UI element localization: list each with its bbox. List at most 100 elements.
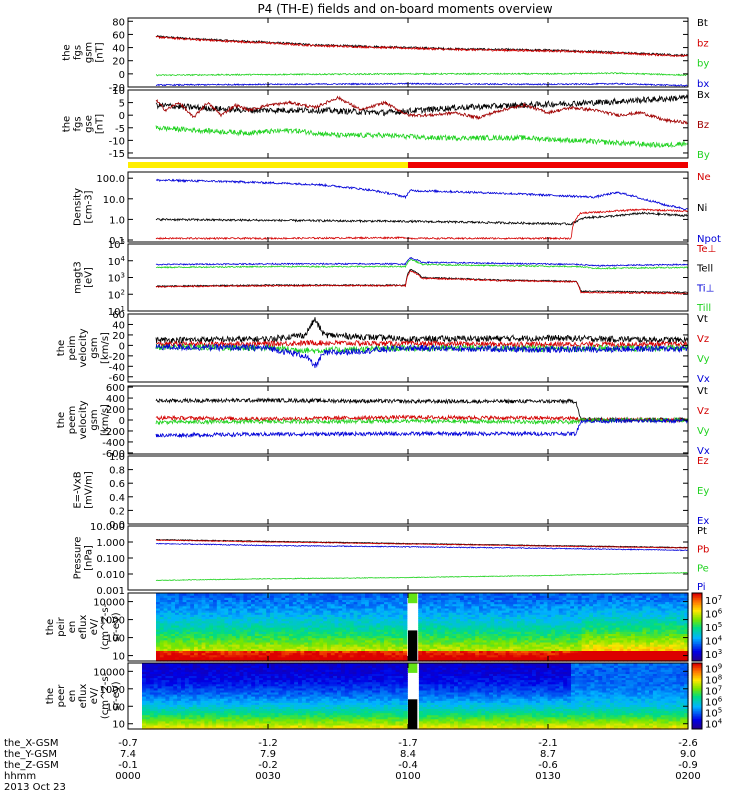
spectrogram-cell (365, 641, 370, 645)
spectrogram-cell (490, 607, 495, 611)
spectrogram-cell (433, 633, 438, 637)
y-tick-label: 102 (108, 288, 125, 301)
spectrogram-cell (391, 644, 396, 647)
spectrogram-cell (395, 650, 400, 654)
spectrogram-cell (360, 724, 365, 728)
spectrogram-cell (619, 620, 624, 624)
spectrogram-cell (646, 610, 651, 613)
spectrogram-cell (391, 614, 396, 617)
spectrogram-cell (494, 639, 499, 643)
spectrogram-cell (513, 622, 518, 626)
spectrogram-cell (517, 631, 522, 634)
spectrogram-cell (305, 726, 311, 730)
spectrogram-cell (680, 658, 685, 662)
spectrogram-cell (254, 633, 260, 637)
spectrogram-cell (311, 654, 317, 658)
spectrogram-cell (577, 658, 583, 662)
spectrogram-cell (615, 603, 621, 607)
spectrogram-cell (178, 641, 184, 645)
spectrogram-cell (558, 597, 564, 600)
spectrogram-cell (304, 644, 309, 647)
spectrogram-cell (384, 641, 389, 645)
spectrogram-cell (289, 624, 294, 628)
spectrogram-cell (555, 629, 560, 632)
spectrogram-cell (467, 622, 472, 626)
spectrogram-cell (403, 658, 408, 662)
spectrogram-cell (577, 648, 583, 651)
spectrogram-cell (623, 616, 628, 620)
spectrogram-cell (684, 644, 689, 647)
spectrogram-cell (627, 637, 632, 641)
spectrogram-cell (384, 629, 389, 632)
spectrogram-cell (403, 622, 408, 626)
series-line-1 (155, 258, 689, 270)
spectrogram-cell (608, 652, 613, 656)
spectrogram-cell (175, 631, 180, 634)
spectrogram-cell (418, 639, 423, 643)
spectrogram-cell (220, 641, 225, 645)
spectrogram-cell (296, 627, 301, 630)
spectrogram-cell (589, 631, 594, 634)
spectrogram-cell (665, 639, 670, 643)
spectrogram-cell (642, 627, 647, 630)
spectrogram-cell (277, 607, 282, 611)
spectrogram-cell (642, 658, 647, 662)
spectrogram-cell (646, 624, 651, 628)
spectrogram-cell (498, 607, 503, 611)
spectrogram-cell (657, 599, 662, 603)
spectrogram-cell (456, 593, 461, 596)
spectrogram-cell (422, 648, 427, 651)
spectrogram-cell (258, 597, 263, 600)
spectrogram-cell (509, 637, 514, 641)
spectrogram-cell (638, 654, 643, 658)
spectrogram-cell (197, 610, 203, 613)
spectrogram-cell (342, 648, 347, 651)
spectrogram-cell (190, 639, 195, 643)
spectrogram-cell (657, 646, 662, 649)
spectrogram-cell (513, 648, 518, 651)
spectrogram-cell (623, 637, 628, 641)
spectrogram-cell (456, 595, 461, 598)
spectrogram-cell (178, 658, 184, 662)
spectrogram-cell (602, 726, 607, 730)
spectrogram-cell (361, 603, 366, 607)
spectrogram-cell (376, 633, 381, 637)
spectrogram-cell (353, 627, 358, 630)
spectrogram-cell (175, 644, 180, 647)
spectrogram-cell (368, 644, 374, 647)
spectrogram-cell (650, 635, 655, 639)
spectrogram-cell (657, 639, 662, 643)
colorbar-step (692, 618, 702, 621)
spectrogram-cell (498, 629, 503, 632)
spectrogram-cell (159, 654, 165, 658)
spectrogram-cell (361, 629, 366, 632)
spectrogram-cell (315, 639, 320, 643)
spectrogram-cell (460, 652, 465, 656)
spectrogram-cell (460, 603, 465, 607)
spectrogram-cell (479, 610, 484, 613)
spectrogram-cell (422, 656, 427, 660)
spectrogram-cell (289, 612, 294, 615)
spectrogram-cell (304, 633, 309, 637)
spectrogram-cell (163, 654, 168, 658)
spectrogram-cell (308, 646, 313, 649)
spectrogram-cell (429, 639, 434, 643)
spectrogram-cell (262, 650, 267, 654)
spectrogram-cell (581, 599, 586, 603)
spectrogram-cell (156, 648, 161, 651)
spectrogram-cell (182, 614, 187, 617)
spectrogram-cell (277, 652, 282, 656)
spectrogram-cell (399, 601, 404, 605)
spectrogram-cell (653, 637, 659, 641)
spectrogram-cell (684, 624, 689, 628)
spectrogram-cell (638, 605, 643, 609)
spectrogram-cell (372, 595, 377, 598)
spectrogram-cell (513, 637, 518, 641)
spectrogram-cell (289, 616, 294, 620)
colorbar-tick-label: 105 (705, 621, 722, 634)
spectrogram-cell (277, 597, 282, 600)
spectrogram-cell (289, 610, 294, 613)
spectrogram-cell (361, 646, 366, 649)
y-axis-label-line: Density (73, 188, 84, 226)
spectrogram-cell (490, 631, 495, 634)
